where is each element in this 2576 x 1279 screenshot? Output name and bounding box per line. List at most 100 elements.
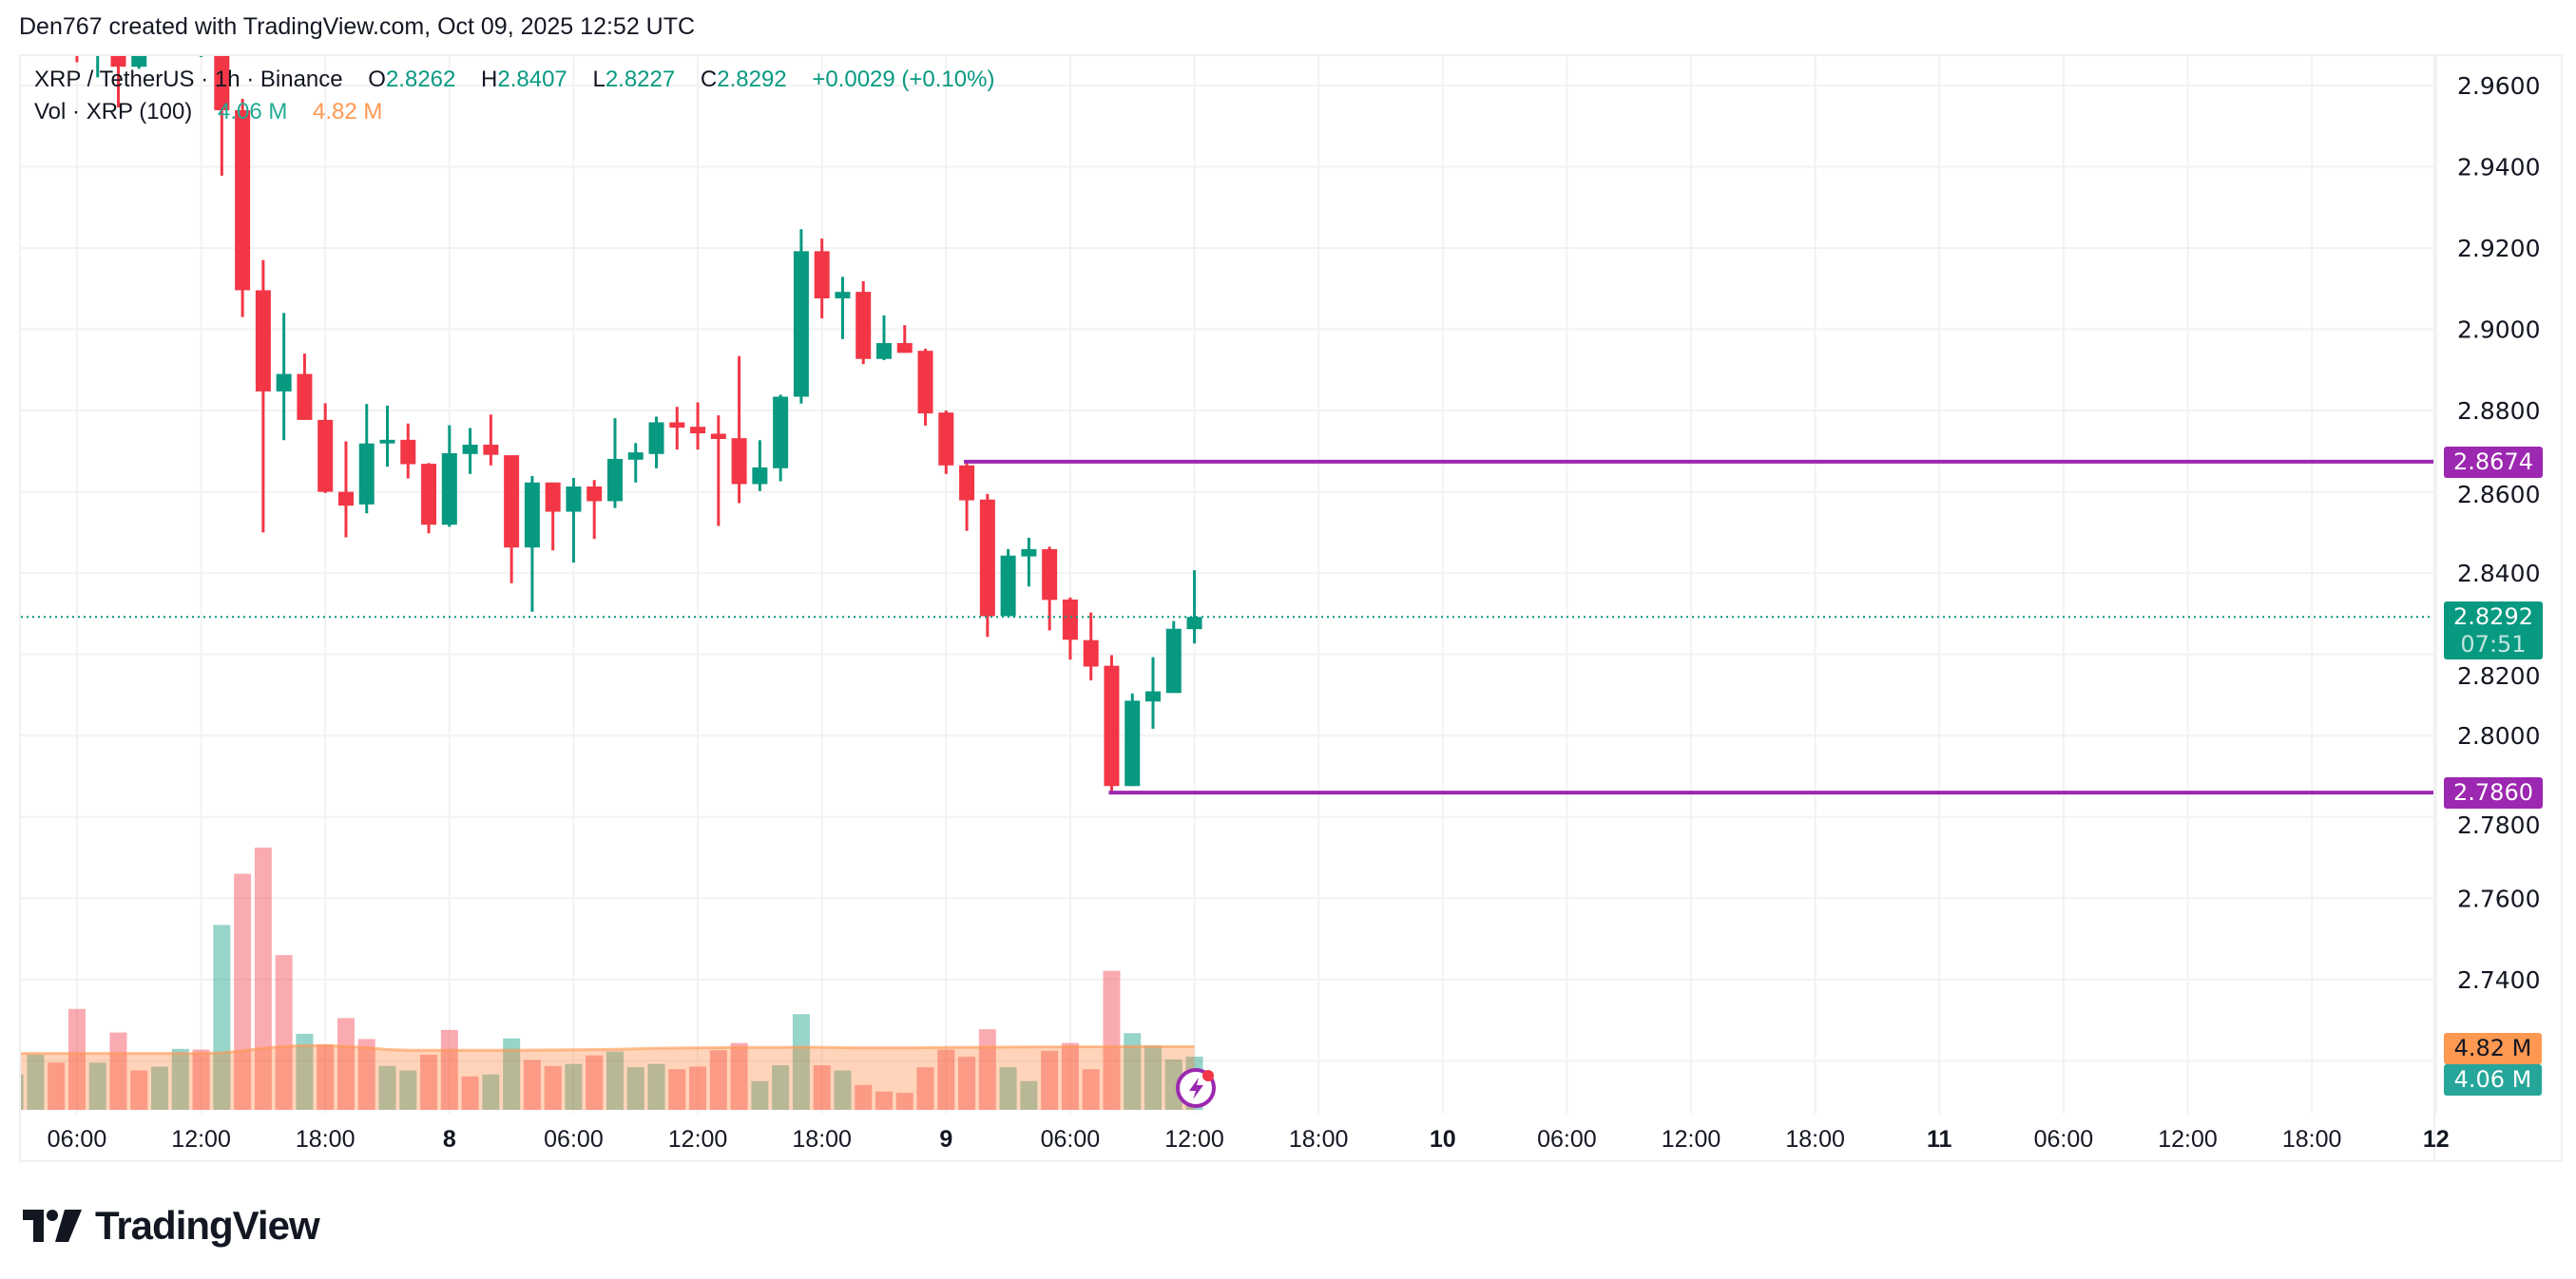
volume-bar <box>317 1044 335 1110</box>
volume-bar <box>958 1057 976 1110</box>
candle-down <box>235 99 251 317</box>
high-label: H <box>481 67 498 92</box>
volume-bar <box>130 1070 148 1110</box>
volume-bar <box>1103 970 1121 1110</box>
tradingview-logo[interactable]: TradingView <box>23 1203 320 1249</box>
candle-body <box>606 458 623 502</box>
candle-body <box>690 427 706 433</box>
time-tick-label: 06:00 <box>48 1126 107 1153</box>
candle-body <box>69 45 85 55</box>
candle-up <box>1145 657 1161 729</box>
volume-bar <box>1124 1033 1142 1110</box>
candle-body <box>504 455 520 548</box>
candle-up <box>131 56 147 69</box>
candle-down <box>731 355 747 504</box>
time-tick-label: 18:00 <box>2282 1126 2342 1153</box>
volume-bar <box>88 1062 106 1110</box>
candle-up <box>835 277 851 339</box>
volume-bar <box>689 1066 707 1110</box>
candle-up <box>28 20 43 48</box>
candle-body <box>1083 640 1099 667</box>
candle-down <box>1042 546 1058 631</box>
close-label: C <box>700 67 718 92</box>
volume-bar <box>151 1066 169 1110</box>
candle-down <box>690 402 706 450</box>
candle-body <box>875 343 892 359</box>
price-axis: 2.9600 2.9400 2.9200 2.9000 2.8800 2.8600 2.84… <box>2457 72 2540 994</box>
candle-down <box>400 423 416 479</box>
low-value: 2.8227 <box>605 67 676 92</box>
volume-bar <box>399 1070 417 1110</box>
volume-bar <box>1061 1042 1079 1110</box>
candle-down <box>669 407 685 450</box>
price-tick-label: 2.8400 <box>2457 560 2540 587</box>
candle-body <box>1145 691 1161 702</box>
low-label: L <box>592 67 606 92</box>
candle-body <box>48 25 64 37</box>
candle-body <box>835 292 851 299</box>
candle-body <box>752 467 768 485</box>
volume-bar <box>296 1033 314 1110</box>
candle-body <box>814 251 830 299</box>
volume-bar <box>1144 1045 1162 1110</box>
volume-bar <box>895 1093 913 1110</box>
volume-bar <box>730 1042 748 1110</box>
volume-bar <box>336 1018 355 1110</box>
candle-up <box>96 56 100 78</box>
candle-up <box>793 229 809 404</box>
candle-down <box>214 56 230 176</box>
time-tick-label: 18:00 <box>1289 1126 1349 1153</box>
volume-bar <box>875 1091 893 1110</box>
volume-bar <box>67 1008 86 1110</box>
volume-bar <box>751 1080 769 1110</box>
candle-body <box>917 351 933 414</box>
candle-body <box>110 56 126 67</box>
candle-down <box>1083 612 1099 681</box>
price-tick-label: 2.7400 <box>2457 966 2540 994</box>
candle-down <box>337 441 354 538</box>
volume-bar <box>813 1065 831 1110</box>
volume-bar <box>275 955 293 1110</box>
volume-bar <box>523 1059 541 1110</box>
symbol-name[interactable]: XRP / TetherUS · 1h · Binance <box>34 67 343 92</box>
lightning-icon[interactable] <box>1176 1068 1216 1108</box>
time-tick-label: 12:00 <box>171 1126 231 1153</box>
candle-body <box>648 422 664 454</box>
candle-body <box>152 48 167 50</box>
candle-down <box>483 414 499 466</box>
time-tick-label: 18:00 <box>792 1126 852 1153</box>
volume-bar <box>27 1055 45 1110</box>
grid-lines <box>21 56 2437 1114</box>
volume-ma-area <box>21 1045 1195 1110</box>
candle-down <box>421 463 437 534</box>
volume-bar <box>1164 1059 1182 1110</box>
volume-indicator-name[interactable]: Vol · XRP (100) <box>34 99 193 124</box>
volume-bar <box>192 1049 210 1110</box>
time-tick-label: 12:00 <box>668 1126 728 1153</box>
volume-ma-axis-label: 4.82 M <box>2444 1033 2542 1064</box>
candle-up <box>358 404 375 514</box>
time-tick-day: 11 <box>1927 1126 1952 1153</box>
candle-body <box>669 422 685 429</box>
candle-up <box>1186 570 1202 644</box>
candle-body <box>731 438 747 485</box>
open-label: O <box>368 67 386 92</box>
volume-bar <box>254 848 272 1110</box>
candle-down <box>317 403 334 493</box>
candle-body <box>421 464 437 525</box>
time-tick-label: 18:00 <box>296 1126 356 1153</box>
candle-up <box>1125 693 1141 787</box>
volume-bar <box>544 1065 562 1110</box>
candle-body <box>379 439 395 444</box>
price-tick-label: 2.7800 <box>2457 811 2540 839</box>
candle-body <box>855 292 872 359</box>
candle-down <box>959 461 975 531</box>
candle-up <box>152 45 167 53</box>
candle-body <box>235 109 251 291</box>
candle-body <box>1000 555 1016 617</box>
candle-body <box>1165 628 1182 694</box>
price-tick-label: 2.8600 <box>2457 481 2540 508</box>
current-price-label: 2.8292 07:51 <box>2444 601 2543 659</box>
volume-bar <box>482 1074 500 1110</box>
